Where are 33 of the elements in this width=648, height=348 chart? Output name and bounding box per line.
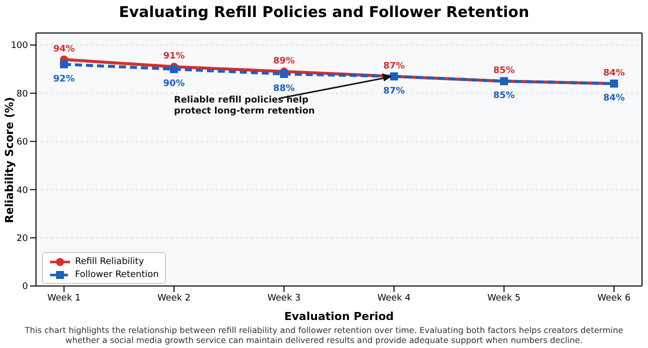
x-tick-label: Week 2 <box>157 293 191 304</box>
y-tick-label: 80 <box>16 89 28 100</box>
data-label: 91% <box>163 52 185 62</box>
y-tick-label: 60 <box>16 138 28 148</box>
data-label: 87% <box>383 86 405 96</box>
data-label: 85% <box>493 91 515 102</box>
y-tick-label: 0 <box>22 282 28 292</box>
x-tick-label: Week 4 <box>377 293 411 304</box>
data-label: 92% <box>53 74 75 84</box>
data-label: 88% <box>273 84 295 94</box>
y-tick-label: 40 <box>16 186 28 196</box>
text: This chart highlights the relationship between refill reliability and follower retention over time. Evaluating both factors helps creators determine whether a social media growth service can maintain delivered results and provide adequate support when numbers decline. <box>24 325 624 345</box>
legend-label: Follower Retention <box>75 270 159 280</box>
y-axis-title: Reliability Score (%) <box>3 96 16 224</box>
point <box>60 60 68 68</box>
y-tick-label: 100 <box>10 41 28 52</box>
point <box>170 65 178 74</box>
x-tick-label: Week 3 <box>267 293 301 304</box>
data-label: 84% <box>603 94 625 104</box>
x-tick-label: Week 6 <box>597 293 631 304</box>
chart-title: Evaluating Refill Policies and Follower Retention <box>118 3 530 21</box>
x-tick-label: Week 1 <box>47 293 81 304</box>
legend-label: Refill Reliability <box>75 256 144 266</box>
data-label: 84% <box>603 68 625 79</box>
annotation: Reliable refill policies help protect long-term retention <box>174 95 315 116</box>
data-label: 94% <box>53 44 75 55</box>
data-label: 89% <box>273 56 295 67</box>
data-label: 85% <box>493 66 515 76</box>
y-tick-label: 20 <box>16 234 28 244</box>
data-label: 90% <box>163 79 185 90</box>
x-tick-label: Week 5 <box>487 293 521 304</box>
x-axis-title: Evaluation Period <box>284 310 394 323</box>
data-label: 87% <box>383 61 405 72</box>
